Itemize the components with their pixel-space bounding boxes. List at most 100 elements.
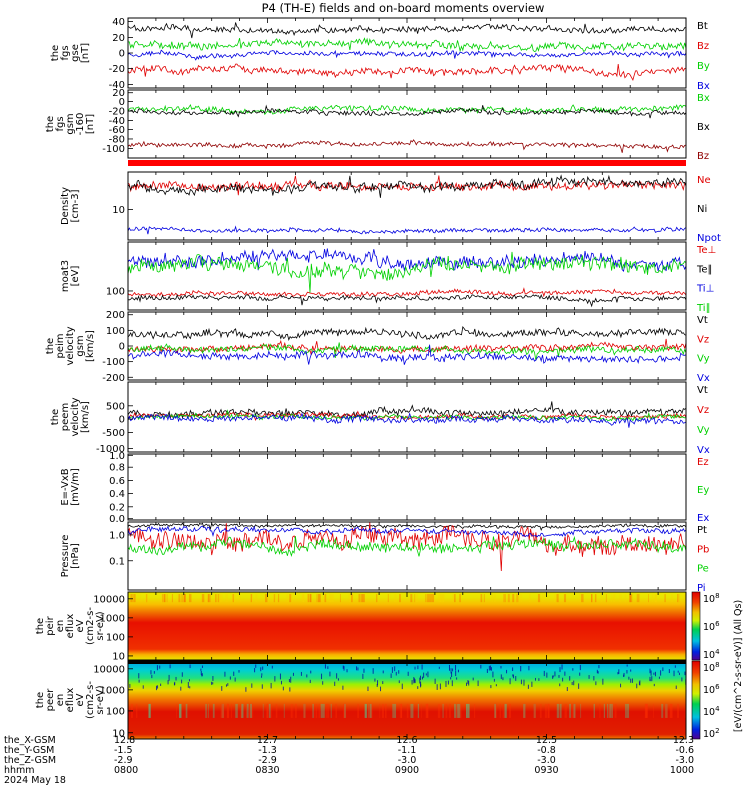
peer-dot	[342, 685, 344, 690]
peir_spec-spectrogram	[128, 592, 686, 660]
legend-fgs_gsm-bx: Bx	[697, 93, 710, 104]
peer-dot	[559, 683, 561, 687]
peer-dot	[427, 671, 429, 678]
peir_spec-streak	[328, 594, 332, 603]
peer_spec-streak	[539, 703, 542, 718]
peer-dot	[212, 676, 214, 681]
peer-dot	[639, 680, 641, 686]
peer_spec-streak	[607, 703, 609, 718]
peir_spec-streak	[181, 594, 183, 603]
peer-dot	[229, 676, 231, 680]
peer-dot	[466, 682, 468, 686]
peir_spec-streak	[600, 594, 603, 603]
peer-dot	[520, 679, 522, 685]
peer-dot	[157, 685, 159, 689]
y-tick-label: -100	[102, 357, 125, 368]
fgs_gse-by-line	[127, 37, 687, 53]
peer-dot	[138, 673, 140, 679]
peir_spec-streak	[290, 594, 293, 603]
efield-frame	[127, 453, 687, 521]
legend-peim_velocity-vt: Vt	[697, 315, 708, 326]
peer-dot	[455, 670, 457, 677]
peir_spec-streak	[629, 594, 632, 603]
density-ni-line	[127, 174, 687, 198]
peem_velocity-vt-line	[127, 401, 687, 420]
peer-dot	[322, 681, 324, 685]
peir_spec-streak	[239, 594, 241, 603]
peer-dot	[492, 671, 494, 678]
peer-dot	[552, 675, 554, 678]
figure-title: P4 (TH-E) fields and on-board moments ov…	[262, 1, 545, 15]
peir_spec-streak	[516, 594, 519, 603]
peir_spec-streak	[554, 594, 556, 603]
peir_spec-streak	[218, 594, 222, 603]
peem_velocity-ylabel: thepeemvelocity[km/s]	[50, 397, 91, 436]
peer_spec-streak	[392, 703, 394, 718]
peir_spec-streak	[205, 594, 207, 603]
peer-dot	[468, 680, 470, 686]
ephem-x_gsm-value: 12.6	[396, 735, 417, 746]
density-ylabel: Density[cm-3]	[60, 187, 81, 225]
peer-dot	[434, 678, 436, 684]
peer-dot	[401, 683, 403, 690]
peir_spec-streak	[178, 594, 181, 603]
peir_spec-streak	[518, 594, 520, 603]
peer-dot	[394, 666, 396, 672]
efield-ylabel: E=-VxB[mV/m]	[60, 468, 81, 506]
peer-dot	[310, 670, 312, 674]
peer-dot	[561, 664, 563, 670]
peer-dot	[321, 673, 323, 680]
peer_spec-ylabel: thepeerenefluxeV(cm2-s-sr-eV)	[35, 681, 106, 719]
peir_spec-streak	[459, 594, 461, 603]
peir_spec-streak	[310, 594, 312, 603]
peer-dot	[138, 679, 140, 683]
density-ne-line	[127, 175, 687, 196]
peir_spec-streak	[431, 594, 432, 603]
peer-dot	[630, 669, 632, 672]
peir_spec-streak	[507, 594, 510, 603]
peer-dot	[490, 665, 492, 671]
peer-dot	[649, 668, 651, 674]
peir_spec-streak	[442, 594, 445, 603]
peer_spec-streak	[548, 703, 550, 718]
y-tick-label: 0.4	[109, 489, 125, 500]
peer_spec-streak	[320, 703, 323, 718]
peer_spec-streak	[266, 703, 269, 718]
y-tick-label: -40	[109, 116, 125, 127]
legend-fgs_gse-bz: Bz	[697, 41, 709, 52]
peer_spec-streak	[437, 703, 441, 718]
ephem-x_gsm-value: 12.5	[536, 735, 557, 746]
legend-peem_velocity-vy: Vy	[697, 425, 710, 436]
panel-fgs_gsm: Bx Bx Bz 200-20-40-60-80-100 thefgsgsm-160[n…	[45, 88, 710, 162]
peer_spec-streak	[502, 703, 505, 718]
peir_spec-streak	[201, 594, 205, 603]
peer-dot	[281, 680, 283, 685]
peir_spec-streak	[252, 594, 254, 603]
peer-dot	[630, 678, 632, 683]
peir_spec-streak	[140, 594, 142, 603]
fgs_gsm-bz-line	[127, 139, 687, 153]
peer-dot	[681, 677, 683, 682]
peer-dot	[455, 664, 457, 671]
y-tick-label: 1.0	[109, 530, 125, 541]
peer-dot	[597, 671, 599, 674]
legend-pressure-pt: Pt	[697, 525, 707, 536]
peer-dot	[367, 686, 369, 692]
peir_spec-streak	[339, 594, 341, 603]
peer_spec-streak	[457, 703, 460, 718]
peer-dot	[626, 669, 628, 674]
peir_spec-streak	[161, 594, 164, 603]
peer-dot	[142, 685, 144, 689]
peer-dot	[150, 670, 152, 675]
peer_spec-streak	[556, 703, 560, 718]
peir_spec-streak	[358, 594, 361, 603]
peer_spec-streak	[303, 703, 306, 718]
peer_spec-streak	[533, 703, 535, 718]
peer-dot	[200, 668, 202, 671]
peer_spec-spectrogram	[128, 661, 686, 739]
peer-dot	[377, 680, 379, 686]
peer-dot	[598, 665, 600, 669]
peer-dot	[554, 671, 556, 677]
peer_spec-streak	[330, 703, 332, 718]
